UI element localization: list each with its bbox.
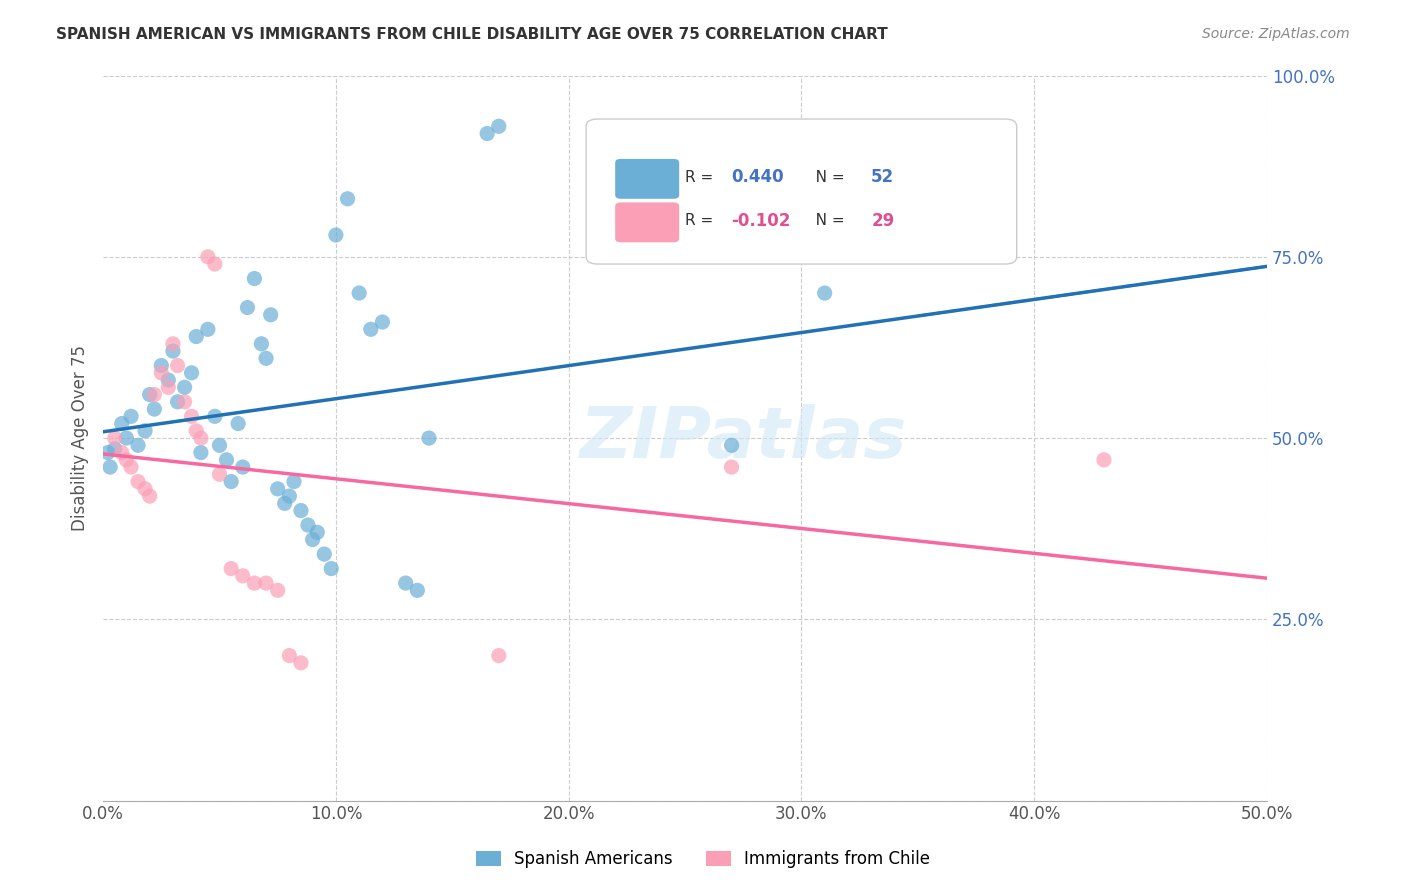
Text: R =: R = (685, 213, 718, 228)
Point (307, 525, 329, 540)
Text: R =: R = (685, 169, 718, 185)
Point (243, 271, 266, 285)
Point (1092, 452, 1115, 467)
Text: 52: 52 (872, 168, 894, 186)
Point (488, 648, 510, 663)
Point (297, 518, 319, 533)
Point (371, 315, 394, 329)
Text: 29: 29 (872, 211, 894, 229)
Point (219, 475, 242, 489)
Point (162, 344, 184, 359)
Point (204, 409, 226, 424)
Point (814, 286, 837, 301)
Point (208, 467, 231, 482)
Point (208, 438, 231, 452)
Point (260, 308, 283, 322)
Point (488, 120, 510, 134)
Point (138, 387, 160, 401)
Point (232, 569, 254, 583)
Point (236, 301, 259, 315)
Point (134, 424, 156, 438)
Point (336, 192, 359, 206)
Point (180, 366, 202, 380)
Point (157, 373, 180, 387)
Point (347, 286, 370, 301)
Point (232, 460, 254, 475)
FancyBboxPatch shape (616, 202, 679, 243)
Point (254, 576, 277, 591)
Point (186, 424, 208, 438)
Point (290, 656, 312, 670)
Point (720, 460, 742, 475)
Point (301, 533, 323, 547)
Point (97, 445, 120, 459)
Point (127, 438, 149, 452)
Point (143, 402, 166, 417)
FancyBboxPatch shape (586, 119, 1017, 264)
Point (475, 127, 498, 141)
Point (204, 257, 226, 271)
Point (98, 460, 121, 475)
Point (111, 445, 134, 459)
Point (226, 417, 249, 431)
Point (250, 336, 273, 351)
Legend: Spanish Americans, Immigrants from Chile: Spanish Americans, Immigrants from Chile (470, 844, 936, 875)
Point (127, 475, 149, 489)
Text: N =: N = (801, 169, 849, 185)
Point (166, 394, 188, 409)
Text: 0.440: 0.440 (731, 168, 785, 186)
Point (104, 442, 127, 456)
Point (267, 583, 290, 598)
Text: N =: N = (801, 213, 849, 228)
Point (254, 351, 277, 366)
Point (166, 359, 188, 373)
Text: SPANISH AMERICAN VS IMMIGRANTS FROM CHILE DISABILITY AGE OVER 75 CORRELATION CHA: SPANISH AMERICAN VS IMMIGRANTS FROM CHIL… (56, 27, 889, 42)
Point (360, 322, 382, 336)
Text: ZIPatlas: ZIPatlas (579, 403, 907, 473)
Point (120, 460, 142, 475)
Point (120, 409, 142, 424)
Point (173, 380, 195, 394)
Point (418, 431, 440, 445)
Point (150, 366, 173, 380)
Point (180, 409, 202, 424)
Y-axis label: Disability Age Over 75: Disability Age Over 75 (72, 345, 89, 531)
Point (190, 445, 212, 459)
Point (162, 336, 184, 351)
Point (115, 431, 138, 445)
Point (134, 482, 156, 496)
FancyBboxPatch shape (616, 159, 679, 199)
Point (283, 475, 305, 489)
Point (406, 583, 429, 598)
Point (143, 387, 166, 401)
Point (190, 431, 212, 445)
Point (720, 438, 742, 452)
Point (197, 250, 219, 264)
Point (138, 489, 160, 503)
Point (150, 359, 173, 373)
Point (215, 452, 238, 467)
Point (243, 576, 266, 591)
Point (267, 482, 290, 496)
Text: Source: ZipAtlas.com: Source: ZipAtlas.com (1202, 27, 1350, 41)
Point (219, 561, 242, 575)
Point (314, 547, 336, 561)
Text: -0.102: -0.102 (731, 211, 792, 229)
Point (197, 322, 219, 336)
Point (290, 503, 312, 517)
Point (186, 329, 208, 343)
Point (325, 227, 347, 242)
Point (321, 561, 343, 575)
Point (278, 489, 301, 503)
Point (111, 417, 134, 431)
Point (278, 648, 301, 663)
Point (104, 431, 127, 445)
Point (157, 380, 180, 394)
Point (273, 496, 295, 510)
Point (395, 576, 418, 591)
Point (115, 452, 138, 467)
Point (173, 394, 195, 409)
